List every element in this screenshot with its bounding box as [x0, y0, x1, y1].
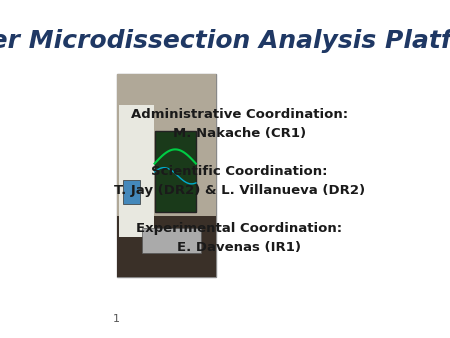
FancyBboxPatch shape	[154, 131, 196, 212]
FancyBboxPatch shape	[117, 74, 216, 216]
Text: Administrative Coordination:
M. Nakache (CR1)

Scientific Coordination:
T. Jay (: Administrative Coordination: M. Nakache …	[113, 108, 364, 254]
Text: Laser Microdissection Analysis Platform: Laser Microdissection Analysis Platform	[0, 28, 450, 53]
FancyBboxPatch shape	[142, 228, 201, 253]
Text: 1: 1	[112, 314, 119, 324]
FancyBboxPatch shape	[122, 180, 140, 203]
FancyBboxPatch shape	[119, 105, 153, 237]
FancyBboxPatch shape	[117, 74, 216, 277]
FancyBboxPatch shape	[117, 216, 216, 277]
